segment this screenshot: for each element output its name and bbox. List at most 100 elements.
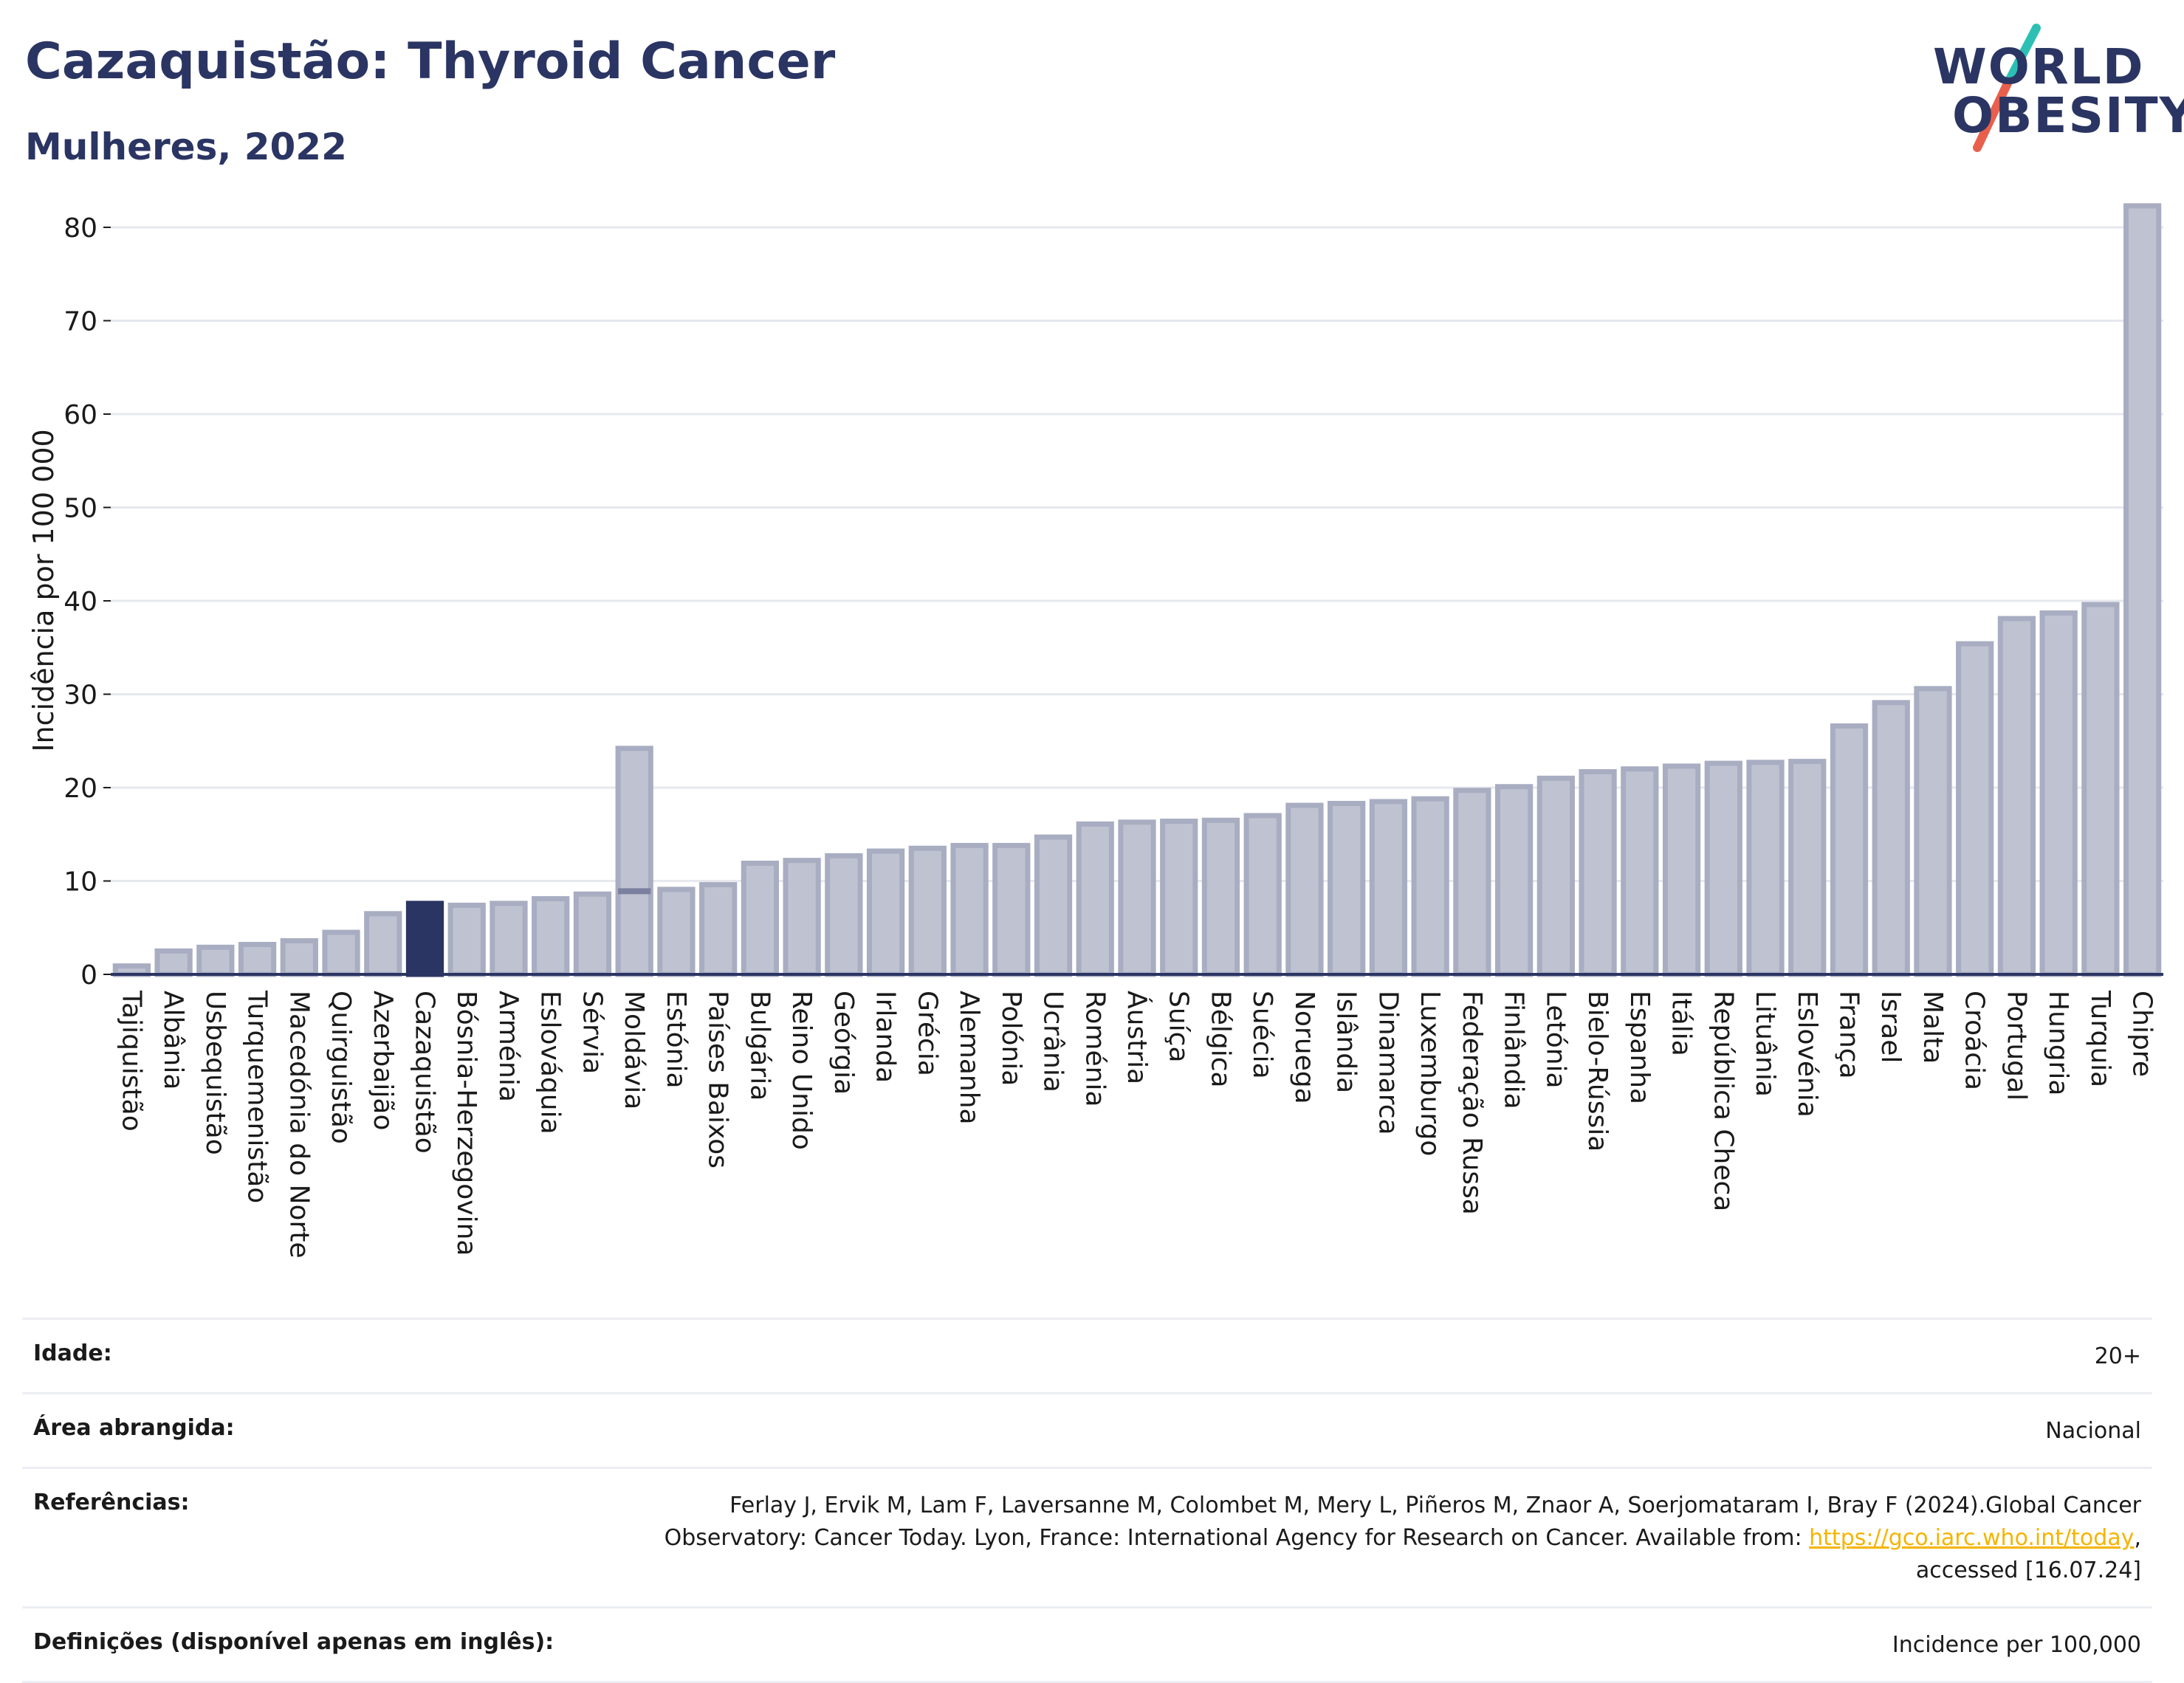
world-obesity-logo: WORLD OBESITY: [1920, 15, 2184, 162]
x-tick-label: Roménia: [1079, 991, 1110, 1107]
x-tick-label: Turquemenistão: [242, 990, 272, 1203]
bar: [657, 887, 696, 977]
bar: [1076, 821, 1114, 977]
bar: [238, 942, 277, 977]
bar: [825, 853, 863, 977]
bar: [1704, 760, 1742, 977]
chart-subtitle: Mulheres, 2022: [25, 125, 347, 168]
bar: [1494, 784, 1534, 977]
x-tick-label: Estónia: [661, 991, 691, 1089]
x-tick-label: Noruega: [1289, 991, 1319, 1104]
x-tick-label: Bósnia-Herzegovina: [451, 991, 481, 1256]
y-tick-label: 30: [63, 680, 97, 710]
x-tick-label: Hungria: [2043, 991, 2073, 1095]
info-value-area: Nacional: [2045, 1418, 2141, 1444]
y-tick-label: 50: [63, 493, 97, 523]
references-link[interactable]: https://gco.iarc.who.int/today: [1809, 1525, 2135, 1551]
x-tick-label: Croácia: [1960, 991, 1990, 1090]
bar: [1956, 641, 1994, 977]
bar: [322, 929, 360, 977]
x-tick-label: Geórgia: [828, 991, 859, 1095]
bar: [1201, 817, 1240, 977]
y-tick-label: 0: [80, 960, 97, 991]
x-tick-label: Arménia: [493, 991, 523, 1102]
references-text: Ferlay J, Ervik M, Lam F, Laversanne M, …: [664, 1493, 2141, 1551]
bar: [573, 891, 612, 977]
bar: [1997, 616, 2036, 977]
x-tick-label: Usbequistão: [200, 991, 230, 1155]
x-tick-label: Moldávia: [619, 991, 649, 1109]
bar: [2081, 602, 2120, 977]
bar: [1034, 834, 1073, 977]
info-label-area: Área abrangida:: [33, 1415, 235, 1441]
x-tick-label: Irlanda: [870, 991, 901, 1083]
y-tick-label: 10: [63, 867, 97, 897]
x-tick-label: República Checa: [1708, 991, 1738, 1211]
info-value-definitions: Incidence per 100,000: [1892, 1632, 2141, 1658]
x-tick-labels: Tajiquistão Albânia Usbequistão Turquemenis…: [116, 990, 2157, 1259]
x-tick-label: Bielo-Rússia: [1582, 991, 1613, 1152]
bar: [154, 948, 193, 977]
x-tick-label: Federação Russa: [1457, 991, 1487, 1215]
x-tick-label: França: [1833, 991, 1864, 1079]
bar: [992, 842, 1031, 977]
info-label-age: Idade:: [33, 1340, 112, 1366]
logo-slash-icon: [1973, 24, 2041, 152]
info-row-age: Idade: 20+: [22, 1318, 2152, 1392]
chart-title: Cazaquistão: Thyroid Cancer: [25, 32, 836, 91]
bar: [1746, 760, 1785, 977]
x-tick-label: Portugal: [2001, 991, 2031, 1101]
x-tick-label: Luxemburgo: [1415, 991, 1445, 1156]
bar: [1662, 763, 1701, 977]
y-tick-label: 60: [63, 400, 97, 430]
x-tick-label: Áustria: [1122, 991, 1153, 1084]
bar: [1369, 799, 1408, 977]
x-tick-label: Eslováquia: [535, 991, 566, 1135]
x-tick-label: Sérvia: [577, 991, 607, 1074]
x-tick-label: Espanha: [1624, 991, 1655, 1104]
x-tick-label: Suíça: [1164, 991, 1194, 1063]
references-text-end: , accessed [16.07.24]: [1915, 1525, 2141, 1583]
x-tick-label: Alemanha: [954, 991, 984, 1125]
bar: [2039, 610, 2078, 977]
bar: [405, 901, 444, 977]
bar: [490, 901, 528, 977]
bar-chart: 0 10 20 30 40 50 60 70 80 Tajiquistão Albânia Usbe…: [27, 203, 2163, 1259]
x-tick-label: Finlândia: [1499, 991, 1529, 1109]
x-tick-label: Chipre: [2127, 991, 2157, 1077]
x-tick-label: Lituânia: [1750, 991, 1780, 1097]
x-tick-label: Suécia: [1247, 991, 1277, 1079]
logo-word-obesity: OBESITY: [1952, 87, 2184, 144]
bar: [908, 845, 947, 977]
bar: [196, 944, 235, 977]
y-tick-label: 20: [63, 774, 97, 804]
bar: [1160, 819, 1198, 977]
y-tick-label: 80: [63, 213, 97, 244]
x-tick-label: Dinamarca: [1373, 991, 1403, 1135]
x-tick-label: Grécia: [912, 991, 942, 1076]
bar: [1788, 759, 1827, 977]
bar: [1830, 723, 1869, 977]
info-value-references: Ferlay J, Ervik M, Lam F, Laversanne M, …: [628, 1490, 2141, 1587]
info-label-definitions: Definições (disponível apenas em inglês)…: [33, 1629, 554, 1655]
bar: [741, 860, 780, 977]
bar: [1328, 800, 1366, 977]
x-tick-label: Quirguistão: [326, 991, 356, 1144]
x-tick-label: Cazaquistão: [410, 991, 440, 1154]
x-tick-label: Albânia: [158, 991, 188, 1090]
x-tick-label: Ucrânia: [1038, 991, 1068, 1092]
x-tick-label: Azerbaijão: [368, 991, 398, 1130]
axes: 0 10 20 30 40 50 60 70 80: [63, 213, 2163, 991]
x-tick-label: Eslovénia: [1792, 991, 1822, 1118]
x-tick-label: Letónia: [1540, 991, 1570, 1089]
y-tick-label: 40: [63, 587, 97, 617]
bar: [950, 842, 989, 977]
bar: [1453, 788, 1491, 977]
bar: [615, 746, 653, 977]
x-tick-label: Turquia: [2085, 990, 2115, 1087]
info-row-area: Área abrangida: Nacional: [22, 1392, 2152, 1467]
info-row-references: Referências: Ferlay J, Ervik M, Lam F, L…: [22, 1467, 2152, 1606]
x-tick-label: Tajiquistão: [116, 990, 146, 1132]
x-tick-label: Israel: [1875, 991, 1906, 1063]
bar: [280, 937, 318, 977]
